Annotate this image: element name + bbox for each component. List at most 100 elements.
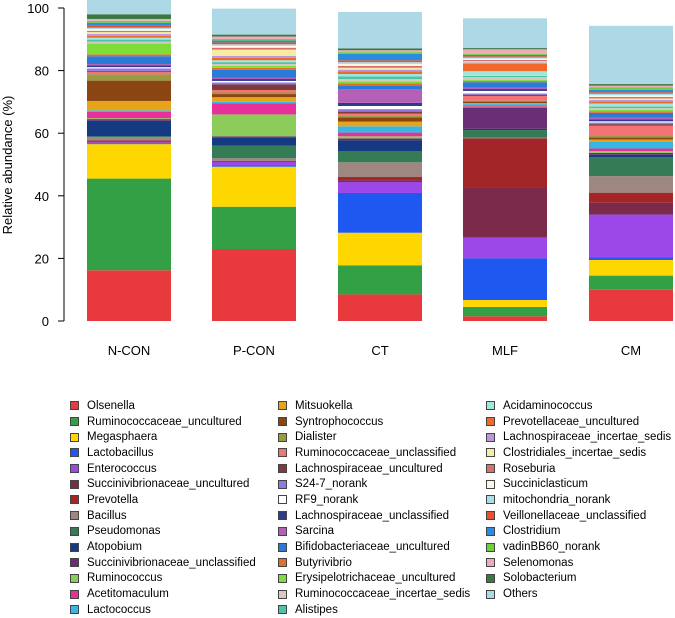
bar-segment — [589, 119, 673, 122]
legend-swatch — [486, 589, 495, 599]
bar-segment — [87, 37, 171, 40]
bar-segment — [212, 49, 296, 56]
legend-swatch — [70, 526, 79, 536]
bar-segment — [338, 115, 422, 118]
bar-segment — [212, 84, 296, 91]
x-tick-label: N-CON — [108, 343, 151, 358]
bar-segment — [338, 177, 422, 181]
bar-segment — [87, 28, 171, 31]
legend-item: Enterococcus — [70, 461, 256, 477]
legend-label: RF9_norank — [295, 493, 359, 506]
bar-segment — [463, 87, 547, 90]
bar-segment — [87, 30, 171, 33]
bar-segment — [589, 154, 673, 158]
legend-item: Ruminococcus — [70, 571, 256, 587]
bar-segment — [338, 182, 422, 193]
bar-segment — [463, 95, 547, 101]
bar-segment — [212, 80, 296, 83]
bar-segment — [463, 137, 547, 139]
legend-item: vadinBB60_norank — [486, 539, 671, 555]
legend-item: mitochondria_norank — [486, 492, 671, 508]
bar-segment — [87, 143, 171, 145]
legend-swatch — [486, 448, 495, 458]
bar-segment — [338, 136, 422, 139]
bar-segment — [589, 124, 673, 126]
legend-swatch — [278, 495, 287, 505]
y-tick-label: 100 — [27, 1, 49, 16]
legend-item: Acetitomaculum — [70, 586, 256, 602]
legend-swatch — [278, 479, 287, 489]
bar-segment — [338, 76, 422, 80]
legend-swatch — [278, 558, 287, 568]
legend-item: Prevotellaceae_uncultured — [486, 414, 671, 430]
bar-segment — [87, 137, 171, 141]
legend-swatch — [278, 589, 287, 599]
legend-label: Atopobium — [87, 541, 142, 554]
bar-segment — [338, 138, 422, 141]
bar-segment — [212, 40, 296, 43]
bar-segment — [338, 67, 422, 70]
bar-segment — [212, 136, 296, 138]
bar-segment — [463, 77, 547, 80]
bar-segment — [87, 111, 171, 119]
y-tick-label: 40 — [35, 189, 49, 204]
bar-segment — [589, 85, 673, 88]
y-tick-label: 20 — [35, 251, 49, 266]
bar-segment — [589, 214, 673, 258]
bar-segment — [87, 18, 171, 21]
legend-label: Prevotellaceae_uncultured — [503, 415, 640, 428]
legend-swatch — [278, 401, 287, 411]
bar-segment — [338, 126, 422, 133]
legend-swatch — [486, 526, 495, 536]
legend-label: Mitsuokella — [295, 399, 353, 412]
bar-segment — [589, 89, 673, 93]
bar-segment — [212, 137, 296, 146]
bar-segment — [87, 144, 171, 179]
bar-segment — [87, 142, 171, 144]
legend-label: Lachnospiraceae_uncultured — [295, 462, 443, 475]
bar-segment — [463, 258, 547, 301]
bar-segment — [589, 148, 673, 152]
bar-segment — [212, 161, 296, 166]
bar-segment — [87, 54, 171, 57]
legend-item: Solobacterium — [486, 571, 671, 587]
legend-swatch — [70, 495, 79, 505]
bar-segment — [212, 64, 296, 66]
legend-label: Ruminococcaceae_uncultured — [87, 415, 242, 428]
legend-label: vadinBB60_norank — [503, 541, 601, 554]
legend-label: Clostridiales_incertae_sedis — [503, 446, 647, 459]
legend-item: Sarcina — [278, 524, 470, 540]
bar-segment — [589, 125, 673, 137]
bar-segment — [463, 187, 547, 238]
legend-label: Dialister — [295, 431, 337, 444]
bar-segment — [212, 206, 296, 250]
bar-segment — [589, 136, 673, 138]
bar-segment — [338, 74, 422, 77]
bar-segment — [87, 35, 171, 38]
legend-label: Erysipelotrichaceae_uncultured — [295, 572, 456, 585]
legend-label: Acidaminococcus — [503, 399, 593, 412]
legend-label: mitochondria_norank — [503, 493, 611, 506]
legend-item: RF9_norank — [278, 492, 470, 508]
bar-segment — [338, 48, 422, 51]
legend-swatch — [70, 401, 79, 411]
bar-segment — [589, 117, 673, 120]
bar-segment — [463, 103, 547, 105]
legend-swatch — [278, 605, 287, 615]
bar-segment — [589, 84, 673, 86]
legend-label: Alistipes — [295, 603, 338, 616]
legend-item: Clostridium — [486, 524, 671, 540]
bar-segment — [589, 108, 673, 110]
bar-segment — [87, 68, 171, 71]
legend-label: Lactococcus — [87, 603, 151, 616]
legend-swatch — [486, 511, 495, 521]
legend-item: Dialister — [278, 429, 470, 445]
legend-swatch — [70, 542, 79, 552]
bar-segment — [463, 75, 547, 78]
bar-segment — [463, 71, 547, 76]
bar-segment — [338, 69, 422, 72]
bar-segment — [212, 161, 296, 162]
legend-label: Solobacterium — [503, 572, 577, 585]
legend-item: Succinivibrionaceae_uncultured — [70, 476, 256, 492]
legend-label: Selenomonas — [503, 556, 574, 569]
